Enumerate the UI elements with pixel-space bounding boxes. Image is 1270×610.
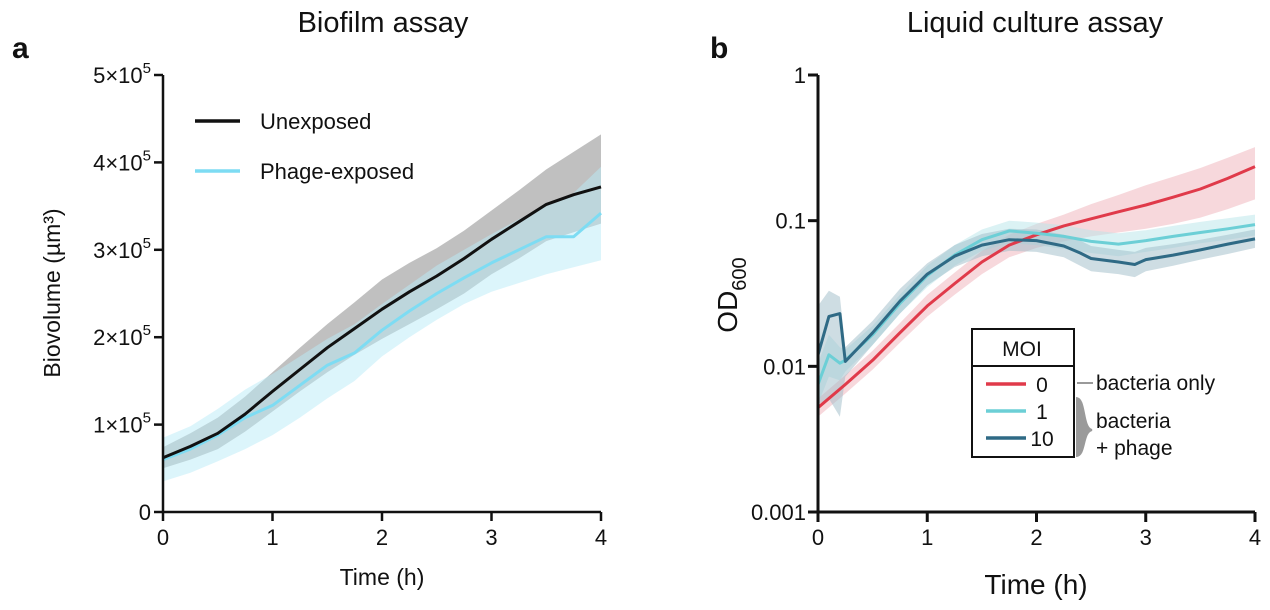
legend-label-unexposed: Unexposed (260, 109, 371, 134)
panel-b-x-ticks: 0 1 2 3 4 (812, 512, 1261, 550)
band-phage-exposed (163, 166, 601, 482)
x-tick-label: 1 (266, 525, 278, 550)
panel-a-letter: a (12, 32, 29, 65)
band-moi-0 (818, 147, 1255, 417)
y-tick-label: 1×105 (93, 410, 151, 438)
panel-a-y-label: Biovolume (µm³) (39, 208, 65, 377)
y-tick-label: 0.01 (763, 354, 806, 379)
panel-a: a Biofilm assay 0 1×105 2×105 3×105 4×105 5×1… (12, 7, 607, 590)
y-tick-label: 0.1 (775, 209, 806, 234)
x-tick-label: 4 (595, 525, 607, 550)
panel-a-x-ticks: 0 1 2 3 4 (157, 512, 607, 550)
line-phage-exposed (162, 211, 602, 462)
moi-legend-box (971, 328, 1075, 458)
legend-label-phage-exposed: Phage-exposed (260, 159, 414, 184)
band-moi-1 (818, 214, 1255, 405)
x-tick-label: 2 (376, 525, 388, 550)
y-tick-label: 4×105 (93, 147, 151, 175)
annotation-bacteria-phage-line2: + phage (1096, 437, 1173, 460)
panel-b: b Liquid culture assay 0.001 0.01 0.1 1 0 1 2… (710, 7, 1261, 600)
annotation-bacteria-phage-line1: bacteria (1096, 410, 1171, 433)
panel-b-letter: b (710, 32, 728, 65)
panel-a-title: Biofilm assay (298, 7, 469, 39)
x-tick-label: 2 (1030, 525, 1042, 550)
line-unexposed (162, 185, 602, 460)
annotation-bacteria-only: bacteria only (1096, 372, 1216, 395)
y-tick-label: 2×105 (93, 322, 151, 350)
panel-b-lines (816, 165, 1256, 409)
y-tick-label: 3×105 (93, 235, 151, 263)
x-tick-label: 4 (1249, 525, 1261, 550)
panel-a-bands (163, 134, 601, 482)
panel-b-title: Liquid culture assay (907, 7, 1164, 39)
panel-a-lines (162, 185, 602, 462)
y-tick-label: 1 (794, 63, 806, 88)
x-tick-label: 3 (1140, 525, 1152, 550)
panel-b-legend: MOI 0 1 10 (971, 328, 1075, 458)
moi-label-10: 10 (1030, 428, 1053, 451)
panel-b-y-label: OD600 (712, 257, 751, 332)
x-tick-label: 0 (157, 525, 169, 550)
panel-a-y-ticks: 0 1×105 2×105 3×105 4×105 5×105 (93, 60, 163, 525)
moi-legend-items: 0 1 10 (986, 374, 1054, 451)
y-tick-label: 0 (139, 500, 151, 525)
panel-b-y-label-main: OD (712, 291, 743, 333)
panel-b-x-label: Time (h) (984, 569, 1087, 600)
moi-legend-title: MOI (1002, 338, 1042, 361)
line-moi-0 (817, 165, 1256, 409)
panel-a-legend: Unexposed Phage-exposed (195, 109, 414, 184)
x-tick-label: 1 (921, 525, 933, 550)
moi-label-1: 1 (1036, 401, 1048, 424)
y-tick-label: 5×105 (93, 60, 151, 88)
panel-a-x-label: Time (h) (340, 564, 425, 590)
panel-b-y-ticks: 0.001 0.01 0.1 1 (751, 63, 818, 525)
bacteria-phage-brace (1075, 397, 1093, 457)
panel-b-y-label-sub: 600 (729, 257, 751, 290)
x-tick-label: 0 (812, 525, 824, 550)
line-moi-10 (816, 237, 1256, 363)
y-tick-label: 0.001 (751, 500, 806, 525)
x-tick-label: 3 (485, 525, 497, 550)
moi-label-0: 0 (1036, 374, 1048, 397)
